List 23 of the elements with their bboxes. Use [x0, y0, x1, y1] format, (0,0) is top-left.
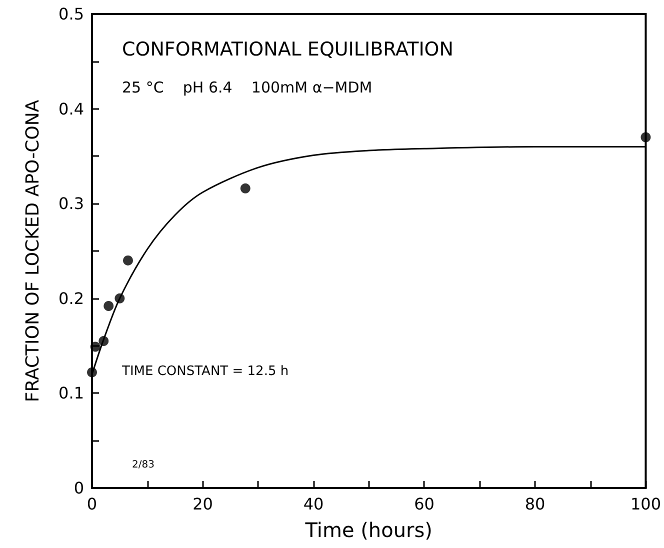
annotation: TIME CONSTANT = 12.5 h [121, 364, 289, 379]
point [104, 300, 114, 311]
y-tick-label: 0.3 [58, 194, 84, 214]
point [123, 255, 133, 266]
annotation: CONFORMATIONAL EQUILIBRATION [122, 38, 454, 60]
x-tick-label: 20 [192, 494, 213, 514]
point [240, 183, 250, 194]
annotation: 25 °C pH 6.4 100mM α−MDM [122, 78, 372, 96]
y-tick-label: 0.5 [58, 4, 84, 24]
y-tick-label: 0.4 [58, 99, 84, 118]
x-tick-label: 0 [86, 494, 98, 514]
x-axis-title: Time (hours) [304, 518, 432, 542]
y-tick-label: 0 [74, 478, 84, 498]
y-tick-label: 0.1 [58, 384, 84, 403]
point [90, 342, 100, 352]
y-axis-title: FRACTION OF LOCKED APO-CONA [22, 99, 44, 402]
x-tick-label: 80 [524, 494, 546, 514]
x-tick-label: 100 [630, 494, 662, 514]
x-tick-label: 40 [303, 494, 324, 514]
point [640, 132, 651, 142]
x-tick-label: 60 [414, 494, 434, 514]
y-tick-label: 0.2 [58, 288, 84, 308]
annotation: 2/83 [132, 460, 154, 470]
